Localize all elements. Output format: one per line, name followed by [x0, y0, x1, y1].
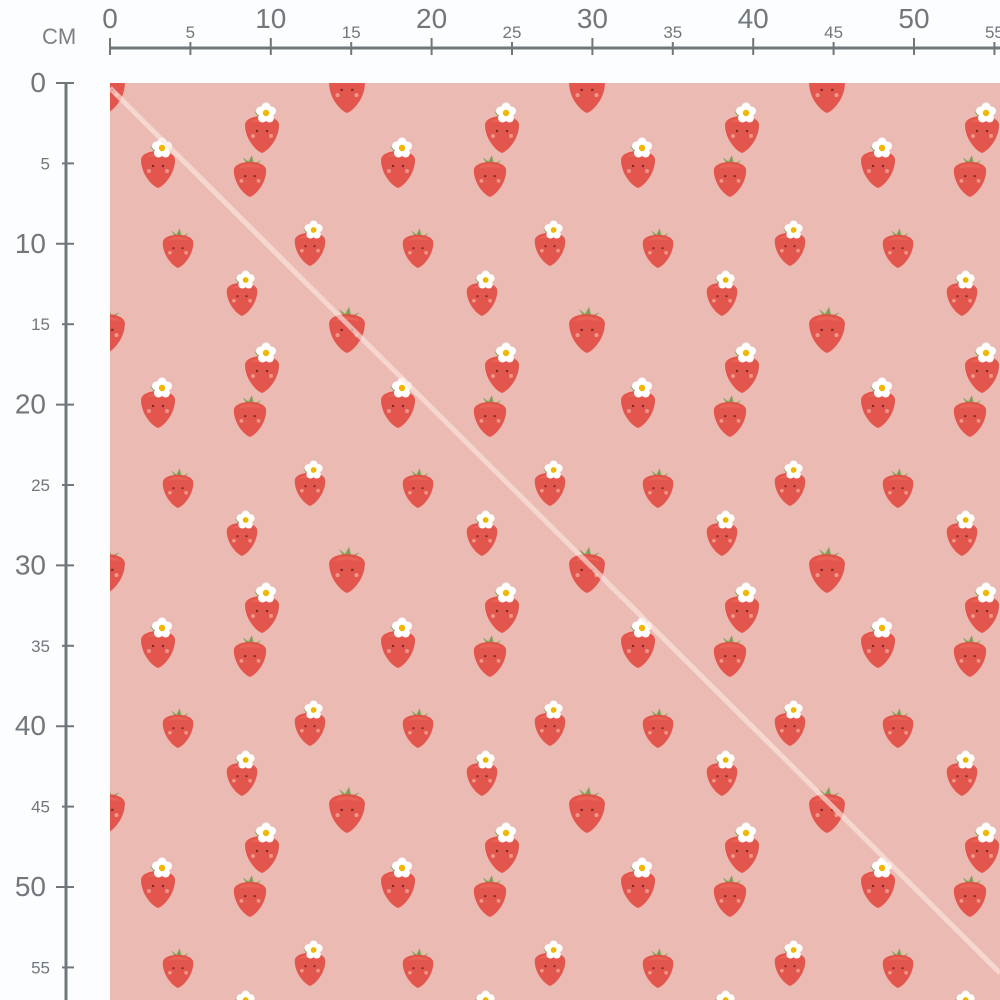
ruler-label: 40: [15, 710, 46, 741]
ruler-label: 0: [102, 3, 118, 34]
ruler-label: 45: [31, 798, 50, 817]
ruler-label: 30: [15, 549, 46, 580]
fold-line: [110, 86, 1000, 975]
ruler-label: 50: [898, 3, 929, 34]
ruler-label: 50: [15, 871, 46, 902]
fabric-preview[interactable]: [110, 83, 1000, 1000]
ruler-label: 20: [416, 3, 447, 34]
ruler-label: 5: [41, 154, 50, 173]
ruler-label: 25: [31, 476, 50, 495]
vertical-ruler: 0 5 10 15 20 25 30 35 40 45 50 55: [15, 67, 74, 1000]
ruler-label: 0: [30, 67, 46, 98]
ruler-label: 25: [503, 23, 522, 42]
ruler-label: 55: [985, 23, 1000, 42]
ruler-label: 35: [663, 23, 682, 42]
ruler-label: 15: [31, 315, 50, 334]
ruler-label: 15: [342, 23, 361, 42]
ruler-label: 45: [824, 23, 843, 42]
ruler-label: 30: [577, 3, 608, 34]
horizontal-ruler: 0 5 10 15 20 25 30 35 40 45 50 55: [102, 3, 1000, 55]
ruler-label: 10: [15, 228, 46, 259]
ruler-label: 10: [255, 3, 286, 34]
ruler-label: 35: [31, 637, 50, 656]
ruler-unit-label: CM: [42, 24, 77, 49]
ruler-label: 20: [15, 389, 46, 420]
ruler-label: 5: [186, 23, 195, 42]
ruler-label: 55: [31, 958, 50, 977]
ruler-label: 40: [738, 3, 769, 34]
